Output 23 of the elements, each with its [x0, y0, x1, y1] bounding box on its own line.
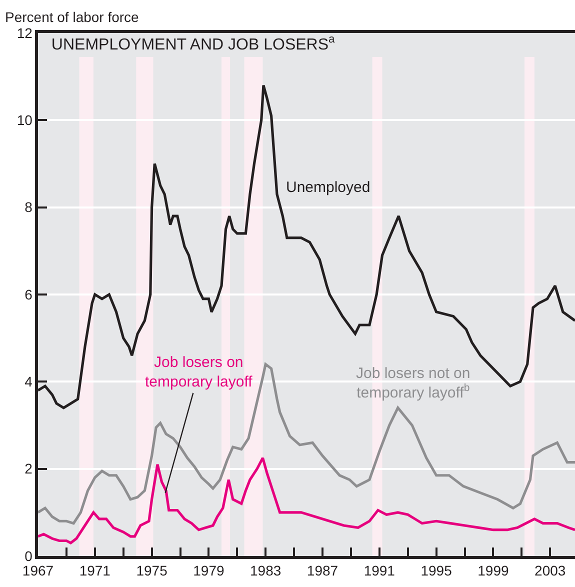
series-label: Unemployed	[286, 179, 370, 196]
x-tick-label: 1991	[364, 562, 396, 579]
series-label: Job losers not on temporary layoff$^{b}$	[356, 365, 470, 402]
x-tick-label: 1995	[420, 562, 452, 579]
y-tick-label: 12	[16, 24, 33, 41]
y-axis-title: Percent of labor force	[5, 9, 140, 25]
y-tick-label: 10	[16, 112, 33, 128]
x-tick-label: 1975	[136, 562, 168, 579]
line-series	[38, 456, 575, 544]
chart-title: UNEMPLOYMENT AND JOB LOSERS$^{a}$	[51, 34, 336, 54]
x-tick-label: 1999	[478, 562, 509, 579]
y-tick-label: 4	[24, 374, 33, 390]
y-tick-label: 6	[24, 286, 33, 302]
y-tick-label: 8	[24, 199, 33, 216]
text: Job losers on temporary layoff	[145, 354, 254, 390]
x-tick-label: 1979	[193, 562, 224, 579]
x-tick-label: 1967	[22, 562, 54, 579]
x-tick-label: 1971	[79, 562, 111, 579]
x-tick-label: 1983	[250, 562, 282, 579]
x-tick-label: 2003	[534, 562, 566, 579]
y-tick-label: 2	[24, 460, 33, 477]
y-tick-label: 0	[24, 548, 33, 564]
x-tick-label: 1987	[306, 562, 338, 579]
